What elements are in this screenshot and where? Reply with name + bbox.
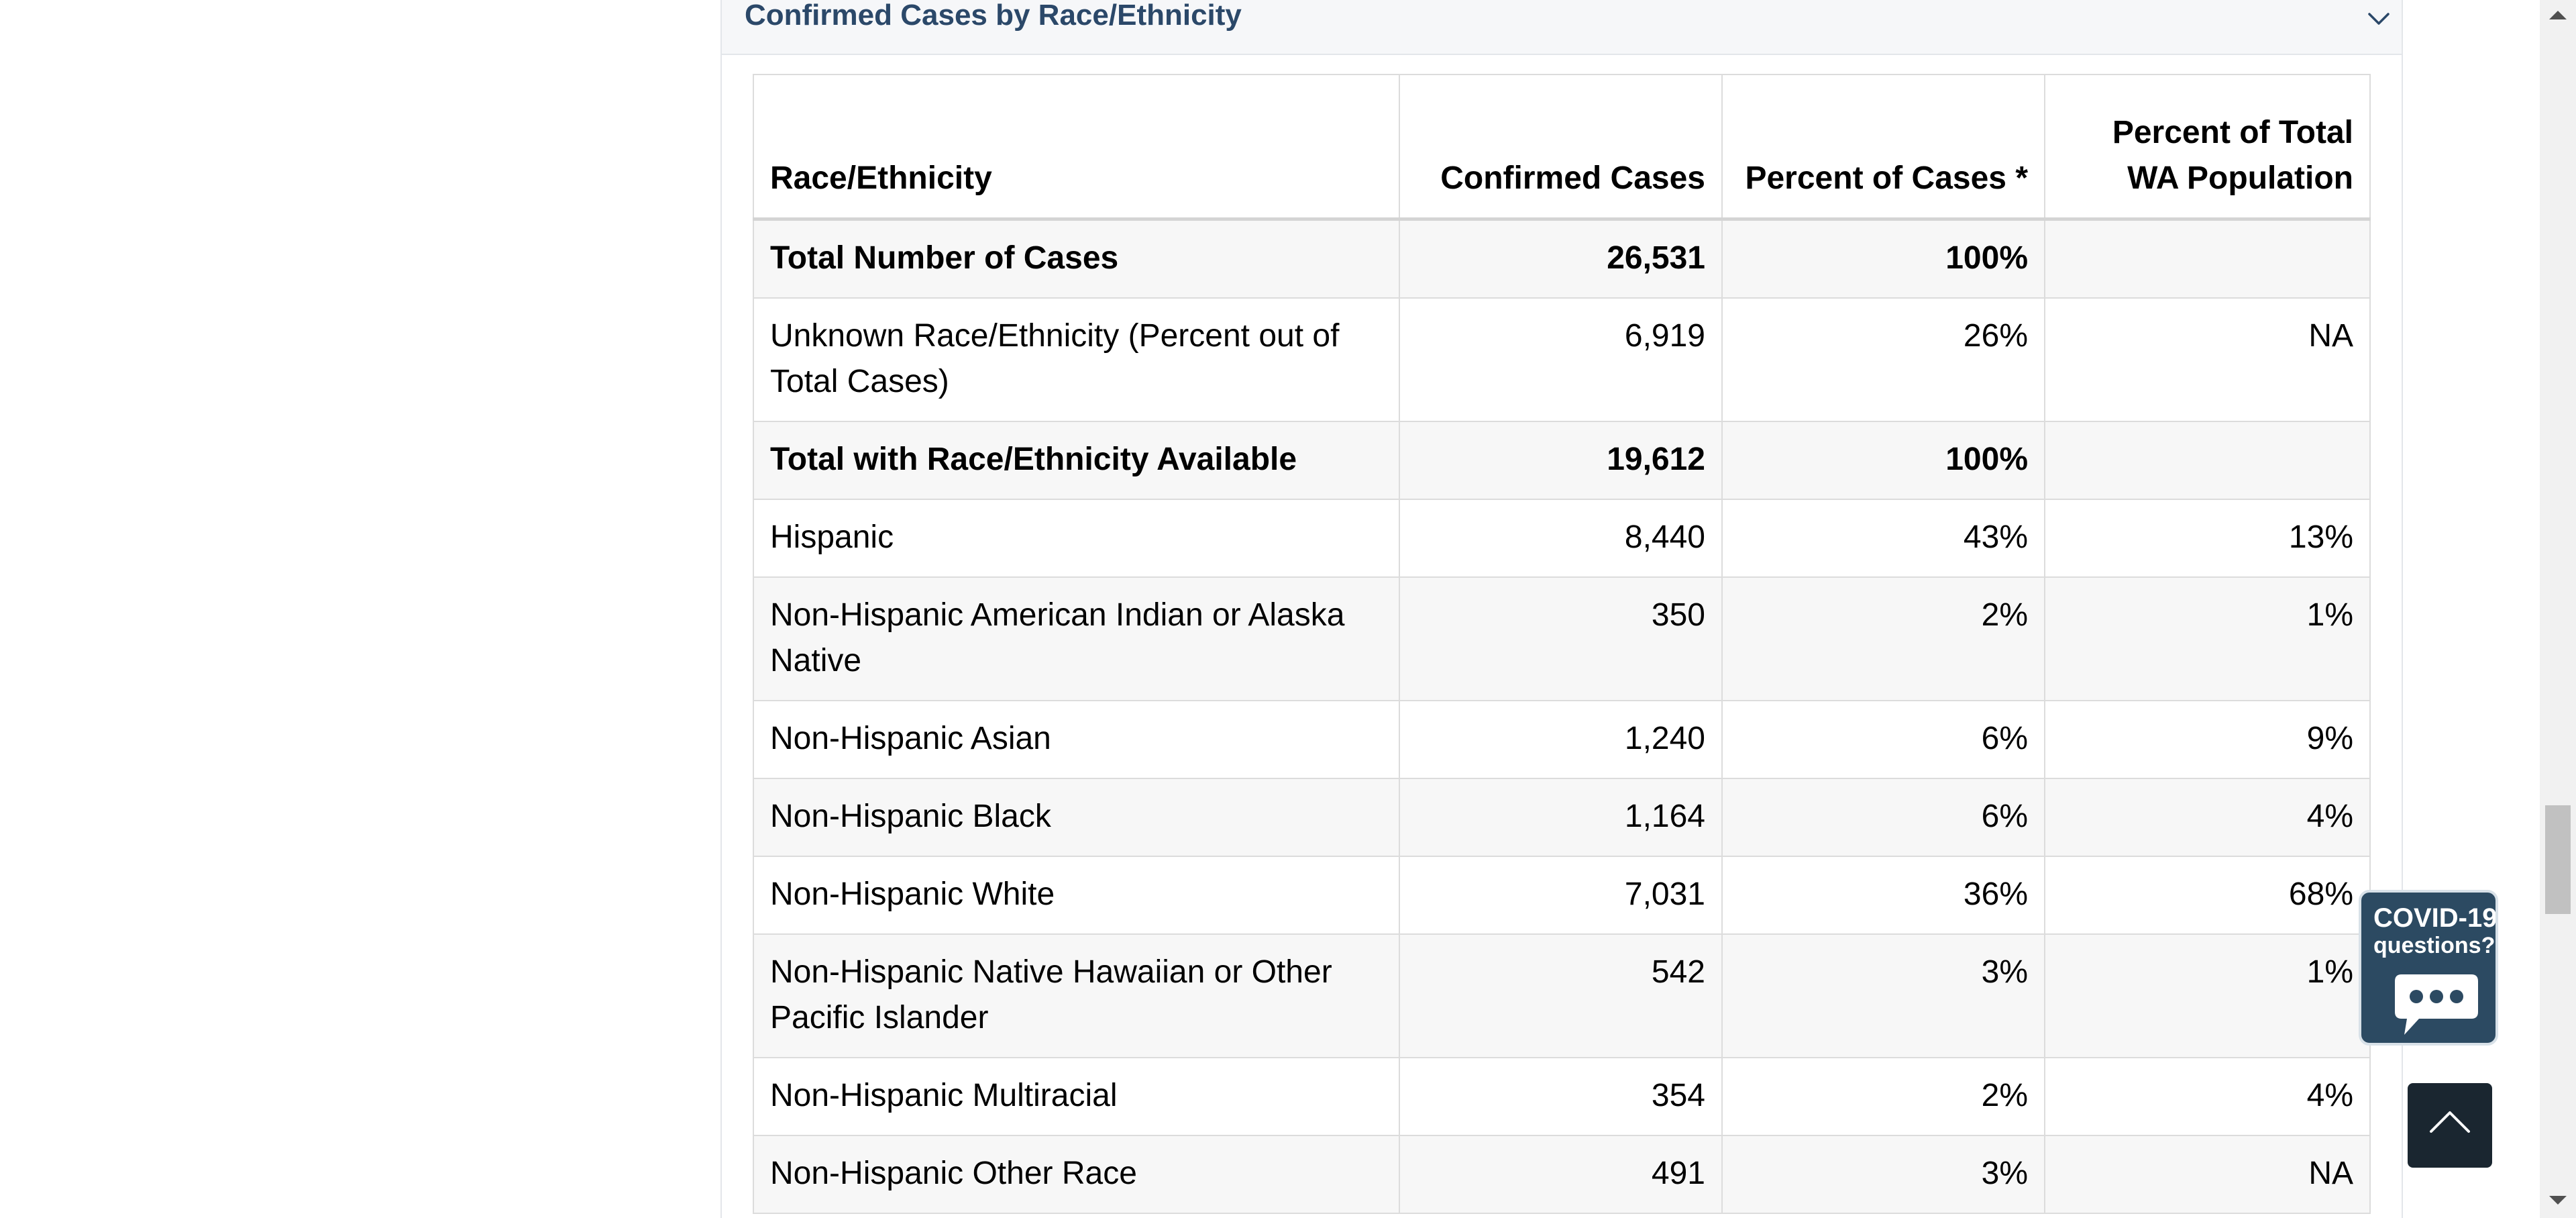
cases-cell: 6,919: [1399, 297, 1723, 422]
race-cell: Non-Hispanic Native Hawaiian or Other Pa…: [753, 933, 1400, 1058]
cases-cell: 350: [1399, 576, 1723, 701]
arrow-up-icon: [2430, 1111, 2470, 1133]
accordion-header[interactable]: Confirmed Cases by Race/Ethnicity: [722, 0, 2402, 55]
race-cell: Non-Hispanic White: [753, 856, 1400, 935]
cases-cell: 19,612: [1399, 421, 1723, 500]
percent-population-cell: 68%: [2044, 856, 2371, 935]
percent-cases-cell: 2%: [1721, 1057, 2045, 1136]
column-header-percent-of-population-line1: Percent of Total: [2112, 115, 2353, 150]
covid-questions-chat-button[interactable]: COVID-19 questions?: [2359, 890, 2498, 1046]
percent-population-cell: 4%: [2044, 1057, 2371, 1136]
percent-cases-cell: 6%: [1721, 700, 2045, 779]
scroll-down-arrow-icon[interactable]: [2549, 1196, 2567, 1205]
table-row: Unknown Race/Ethnicity (Percent out of T…: [753, 297, 2371, 422]
race-cell: Non-Hispanic Black: [753, 778, 1400, 857]
race-cell: Unknown Race/Ethnicity (Percent out of T…: [753, 297, 1400, 422]
cases-cell: 354: [1399, 1057, 1723, 1136]
cases-cell: 491: [1399, 1135, 1723, 1214]
race-cell: Total with Race/Ethnicity Available: [753, 421, 1400, 500]
scrollbar-thumb[interactable]: [2545, 805, 2571, 914]
race-cell: Non-Hispanic Asian: [753, 700, 1400, 779]
percent-cases-cell: 36%: [1721, 856, 2045, 935]
table-row: Non-Hispanic Other Race 491 3% NA: [753, 1135, 2371, 1214]
race-cell: Non-Hispanic American Indian or Alaska N…: [753, 576, 1400, 701]
column-header-confirmed-cases: Confirmed Cases: [1399, 74, 1723, 221]
percent-cases-cell: 26%: [1721, 297, 2045, 422]
percent-population-cell: NA: [2044, 1135, 2371, 1214]
table-row: Non-Hispanic Asian 1,240 6% 9%: [753, 700, 2371, 779]
percent-population-cell: 1%: [2044, 933, 2371, 1058]
column-header-percent-of-cases: Percent of Cases *: [1721, 74, 2045, 221]
table-row: Non-Hispanic White 7,031 36% 68%: [753, 856, 2371, 935]
percent-cases-cell: 2%: [1721, 576, 2045, 701]
percent-population-cell: 9%: [2044, 700, 2371, 779]
race-cell: Hispanic: [753, 499, 1400, 578]
percent-cases-cell: 3%: [1721, 933, 2045, 1058]
cases-cell: 1,164: [1399, 778, 1723, 857]
cases-cell: 26,531: [1399, 218, 1723, 299]
chat-widget-line2: questions?: [2373, 933, 2496, 958]
percent-population-cell: [2044, 218, 2371, 299]
chat-widget-line1: COVID-19: [2373, 903, 2498, 933]
table-row: Hispanic 8,440 43% 13%: [753, 499, 2371, 578]
scroll-up-arrow-icon[interactable]: [2549, 11, 2567, 19]
percent-cases-cell: 100%: [1721, 421, 2045, 500]
table-row: Total with Race/Ethnicity Available 19,6…: [753, 421, 2371, 500]
back-to-top-button[interactable]: [2408, 1083, 2492, 1168]
table-row: Non-Hispanic Black 1,164 6% 4%: [753, 778, 2371, 857]
percent-population-cell: 13%: [2044, 499, 2371, 578]
chat-bubble-icon: [2395, 974, 2478, 1035]
percent-population-cell: 4%: [2044, 778, 2371, 857]
percent-population-cell: 1%: [2044, 576, 2371, 701]
percent-cases-cell: 100%: [1721, 218, 2045, 299]
race-cell: Non-Hispanic Other Race: [753, 1135, 1400, 1214]
race-cell: Non-Hispanic Multiracial: [753, 1057, 1400, 1136]
cases-cell: 542: [1399, 933, 1723, 1058]
table-row: Total Number of Cases 26,531 100%: [753, 218, 2371, 299]
percent-cases-cell: 43%: [1721, 499, 2045, 578]
cases-cell: 1,240: [1399, 700, 1723, 779]
table-header-row: Race/Ethnicity Confirmed Cases Percent o…: [753, 74, 2371, 221]
table-row: Non-Hispanic Multiracial 354 2% 4%: [753, 1057, 2371, 1136]
column-header-race: Race/Ethnicity: [753, 74, 1400, 221]
percent-cases-cell: 6%: [1721, 778, 2045, 857]
column-header-percent-of-population: Percent of Total WA Population: [2044, 74, 2371, 221]
column-header-percent-of-population-line2: WA Population: [2127, 160, 2353, 196]
percent-population-cell: [2044, 421, 2371, 500]
percent-population-cell: NA: [2044, 297, 2371, 422]
percent-cases-cell: 3%: [1721, 1135, 2045, 1214]
cases-cell: 7,031: [1399, 856, 1723, 935]
vertical-scrollbar[interactable]: [2540, 0, 2576, 1218]
table-row: Non-Hispanic American Indian or Alaska N…: [753, 576, 2371, 701]
cases-cell: 8,440: [1399, 499, 1723, 578]
chevron-down-icon[interactable]: [2365, 5, 2392, 32]
table-row: Non-Hispanic Native Hawaiian or Other Pa…: [753, 933, 2371, 1058]
accordion-title: Confirmed Cases by Race/Ethnicity: [745, 0, 1242, 32]
race-ethnicity-table: Race/Ethnicity Confirmed Cases Percent o…: [753, 74, 2371, 1214]
race-cell: Total Number of Cases: [753, 218, 1400, 299]
